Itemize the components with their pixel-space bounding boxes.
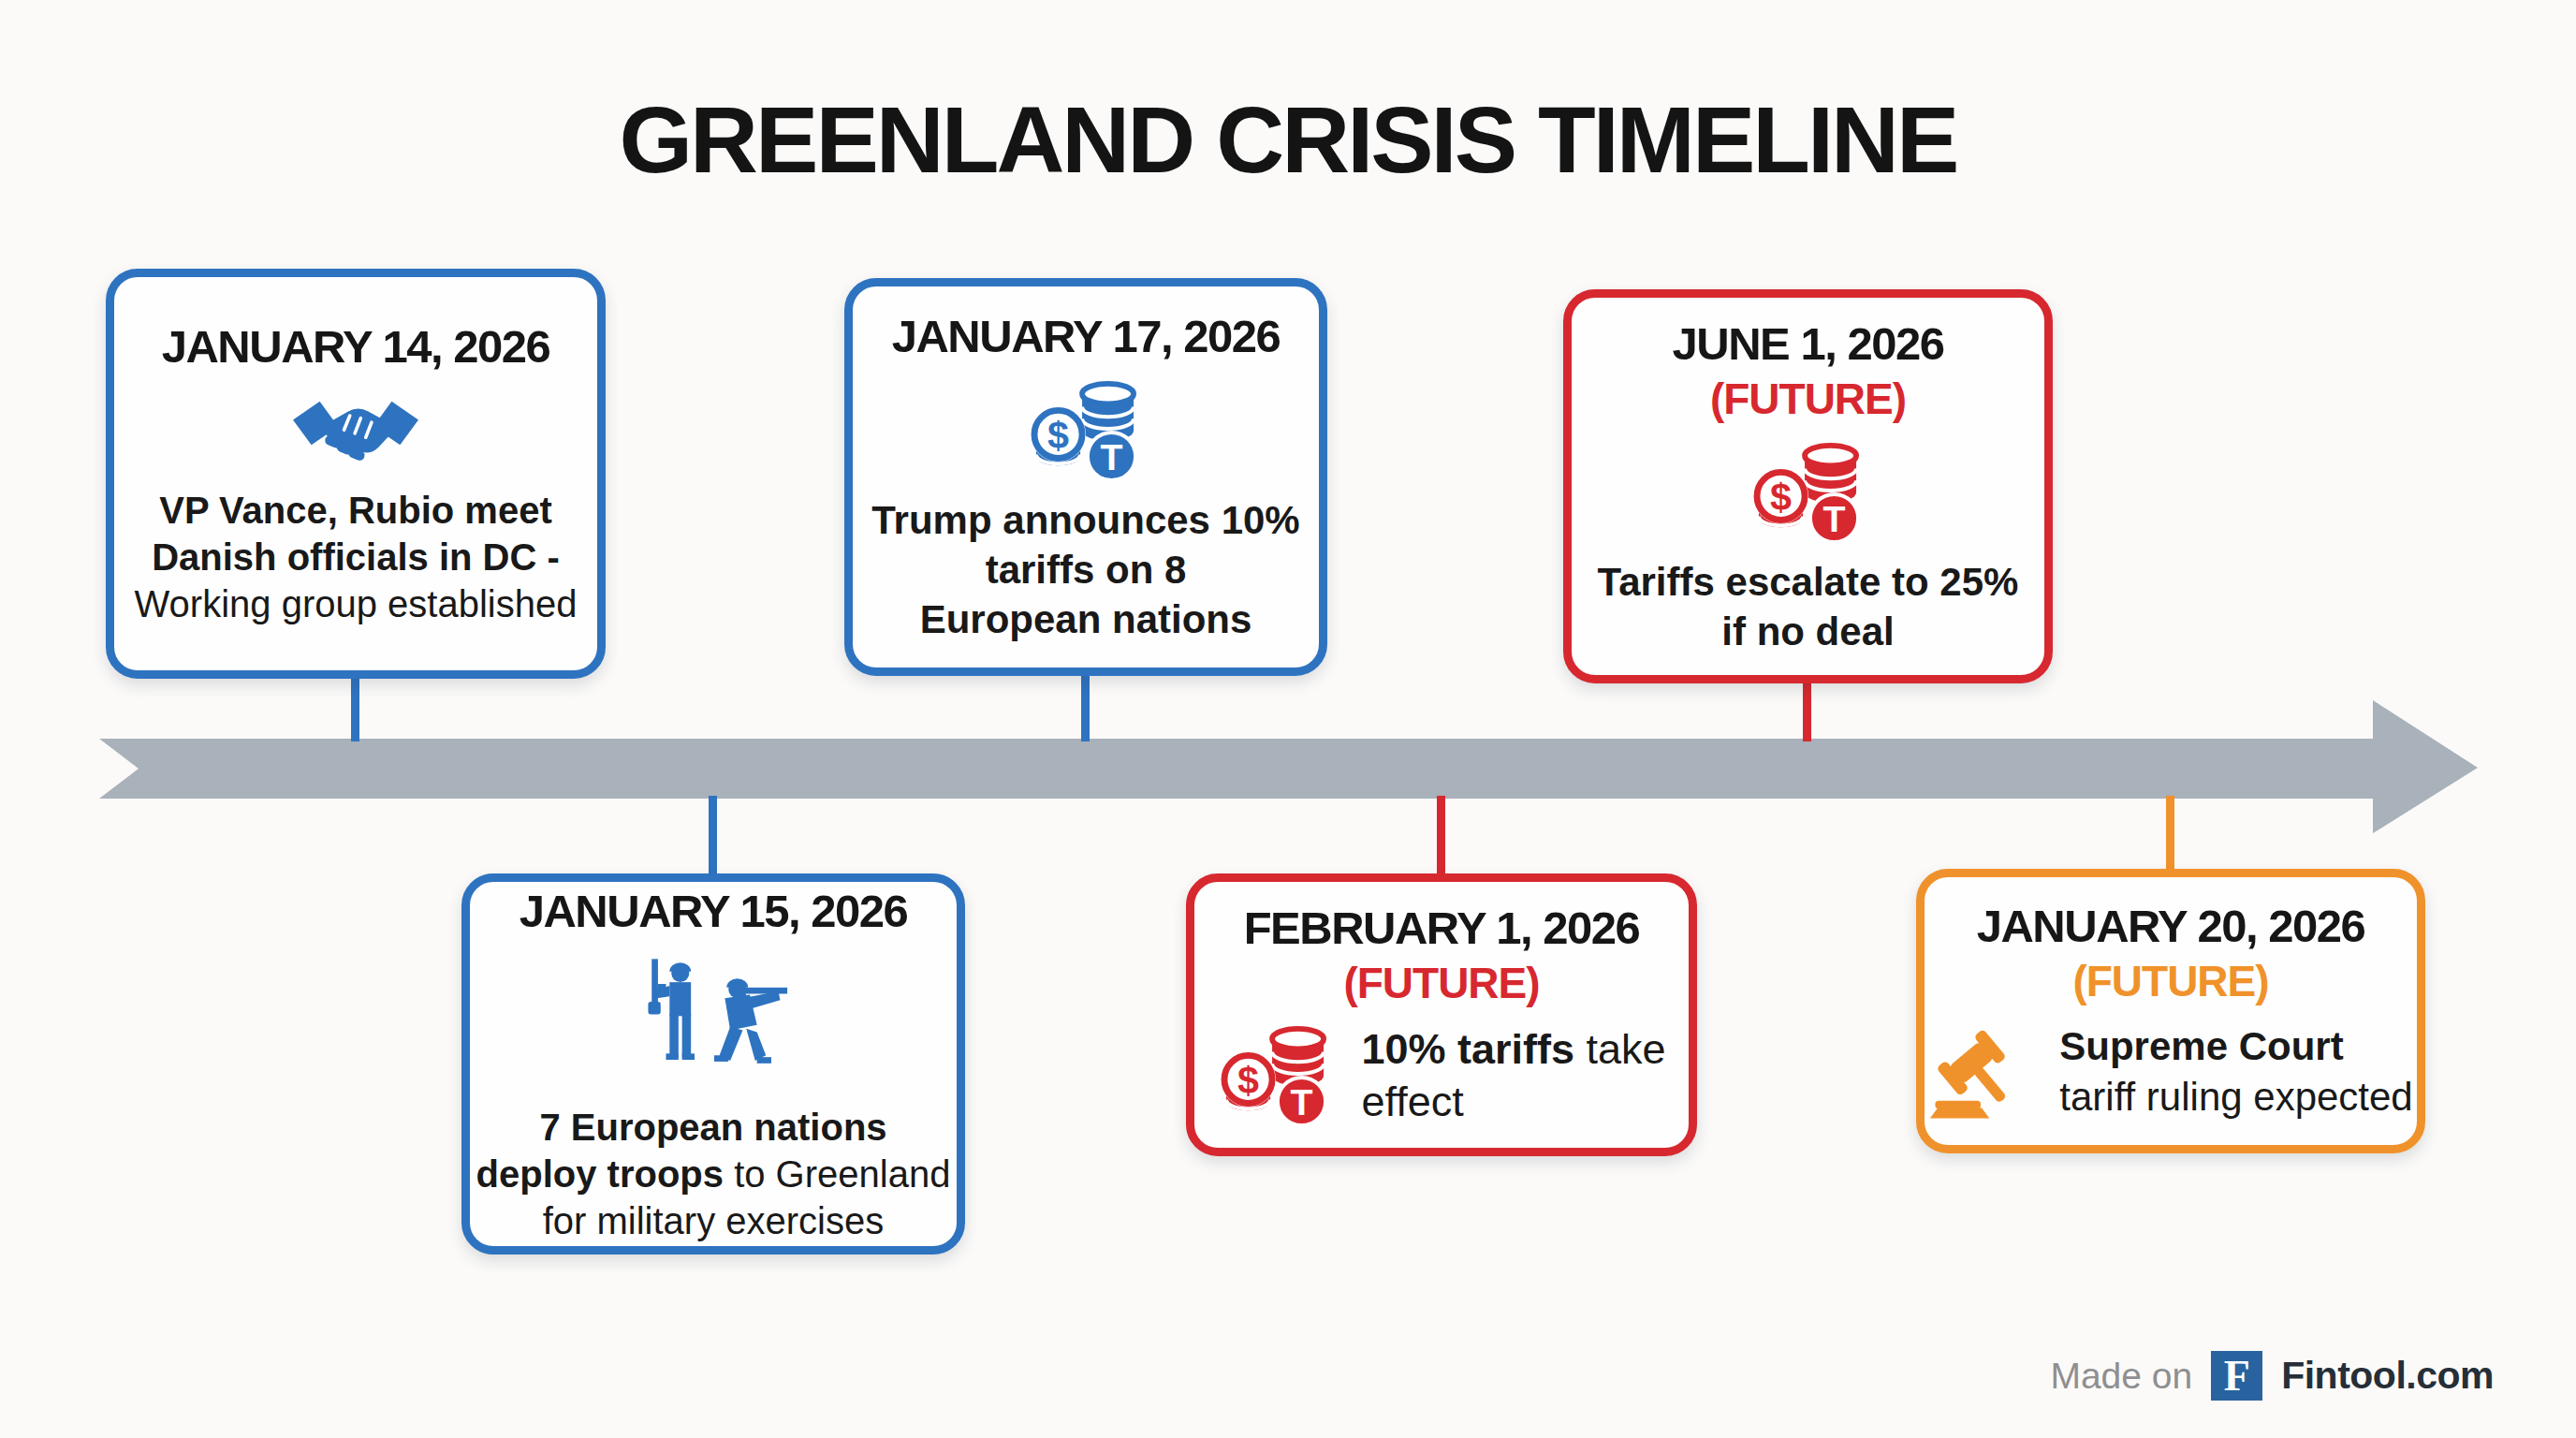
event-card-jan17: JANUARY 17, 2026 $ T Trump announces 10%… bbox=[844, 278, 1327, 676]
made-on-label: Made on bbox=[2050, 1356, 2192, 1397]
footer-credit: Made on F Fintool.com bbox=[2050, 1351, 2494, 1401]
connector-jan17 bbox=[1081, 671, 1090, 741]
event-date: FEBRUARY 1, 2026 bbox=[1244, 902, 1640, 954]
svg-text:T: T bbox=[1101, 436, 1123, 477]
coins-icon: $ T bbox=[1749, 441, 1867, 544]
svg-text:T: T bbox=[1291, 1081, 1313, 1123]
connector-jan15 bbox=[709, 796, 717, 876]
fintool-logo: F bbox=[2211, 1351, 2262, 1401]
event-date: JANUARY 17, 2026 bbox=[892, 310, 1281, 362]
event-future-label: (FUTURE) bbox=[1343, 958, 1539, 1008]
event-future-label: (FUTURE) bbox=[1710, 374, 1906, 424]
event-date: JANUARY 15, 2026 bbox=[520, 885, 908, 937]
event-description: Supreme Courttariff ruling expected bbox=[2059, 1021, 2412, 1123]
event-description: Tariffs escalate to 25%if no deal bbox=[1598, 557, 2019, 656]
event-description: Trump announces 10%tariffs on 8European … bbox=[871, 495, 1299, 644]
soldiers-icon bbox=[637, 954, 789, 1091]
coins-icon: $ T bbox=[1027, 379, 1145, 482]
timeline-arrow bbox=[0, 0, 2576, 1438]
event-future-label: (FUTURE) bbox=[2072, 956, 2268, 1006]
event-date: JANUARY 14, 2026 bbox=[162, 320, 550, 373]
event-description: VP Vance, Rubio meetDanish officials in … bbox=[135, 487, 578, 627]
connector-jan14 bbox=[351, 674, 359, 741]
event-description: 7 European nationsdeploy troops to Green… bbox=[476, 1104, 951, 1244]
svg-text:$: $ bbox=[1237, 1059, 1259, 1102]
fintool-brand: Fintool.com bbox=[2281, 1354, 2494, 1398]
event-date: JUNE 1, 2026 bbox=[1673, 317, 1944, 370]
event-card-jan15: JANUARY 15, 2026 7 Europea bbox=[461, 873, 965, 1255]
event-card-feb1: FEBRUARY 1, 2026 (FUTURE) $ T 10% tariff… bbox=[1186, 873, 1697, 1156]
svg-text:$: $ bbox=[1047, 414, 1069, 457]
event-card-jan14: JANUARY 14, 2026 VP Vance, Rubio meetDan… bbox=[106, 269, 606, 679]
connector-jan20 bbox=[2166, 796, 2174, 872]
event-card-jun1: JUNE 1, 2026 (FUTURE) $ T Tariffs escala… bbox=[1563, 289, 2053, 683]
event-description: 10% tariffs takeeffect bbox=[1361, 1023, 1665, 1128]
coins-icon: $ T bbox=[1217, 1024, 1335, 1127]
event-date: JANUARY 20, 2026 bbox=[1977, 900, 2365, 952]
gavel-icon bbox=[1928, 1023, 2033, 1121]
handshake-icon bbox=[293, 389, 418, 474]
connector-feb1 bbox=[1437, 796, 1445, 876]
connector-jun1 bbox=[1803, 679, 1811, 741]
event-card-jan20: JANUARY 20, 2026 (FUTURE) Supreme Courtt… bbox=[1916, 869, 2425, 1153]
svg-text:$: $ bbox=[1770, 475, 1792, 518]
svg-text:T: T bbox=[1822, 498, 1845, 539]
